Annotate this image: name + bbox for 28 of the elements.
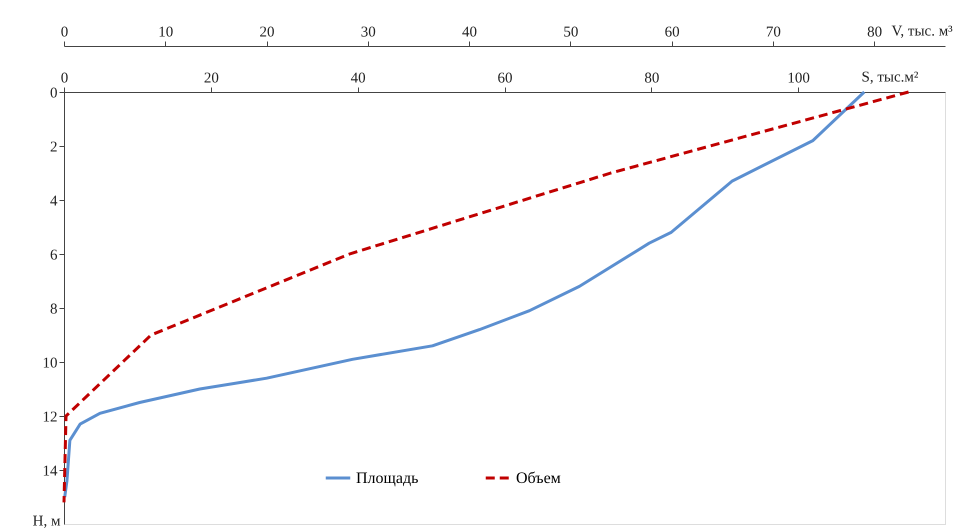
x-tick-label: 60 [498,70,512,86]
x-tick-label: 80 [644,70,660,86]
y-tick-label: 2 [50,140,58,156]
legend-label: Объем [516,470,561,487]
legend-label: Площадь [356,470,418,487]
x2-tick-label: 60 [664,24,680,40]
y-tick-label: 12 [42,410,58,426]
x-tick-label: 0 [60,70,68,86]
x2-tick-label: 30 [360,24,376,40]
x-tick-label: 100 [787,70,810,86]
y-tick-label: 0 [50,86,58,102]
x2-tick-label: 70 [766,24,781,40]
x2-axis-title: V, тыс. м³ [892,24,954,40]
x2-tick-label: 0 [60,24,68,40]
x-tick-label: 40 [350,70,366,86]
x-tick-label: 20 [204,70,219,86]
y-tick-label: 8 [50,302,58,318]
x2-tick-label: 40 [462,24,478,40]
x2-tick-label: 20 [260,24,275,40]
x2-tick-label: 10 [158,24,174,40]
x-axis-title: S, тыс.м² [862,70,919,86]
y-tick-label: 6 [50,248,58,264]
y-tick-label: 4 [50,194,58,210]
x2-tick-label: 80 [867,24,882,40]
y-axis-title: Н, м [32,514,62,530]
x2-tick-label: 50 [563,24,578,40]
y-tick-label: 14 [42,464,58,480]
y-tick-label: 10 [42,356,58,372]
